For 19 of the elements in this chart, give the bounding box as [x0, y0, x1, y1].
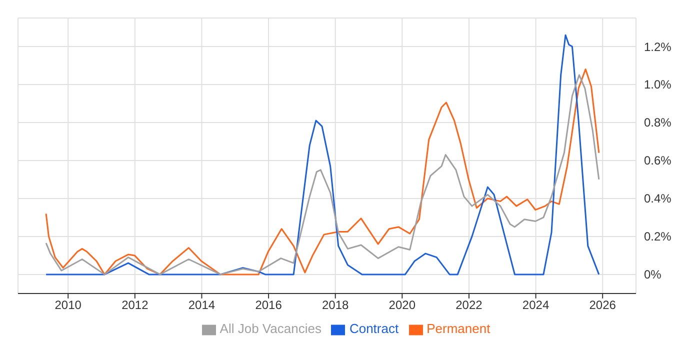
- x-tick-label: 2012: [122, 298, 149, 312]
- y-tick-label: 1.0%: [644, 78, 672, 92]
- legend-label: Contract: [349, 321, 399, 336]
- y-tick-label: 0.6%: [644, 154, 672, 168]
- y-tick-label: 0.8%: [644, 116, 672, 130]
- x-tick-label: 2026: [589, 298, 616, 312]
- y-tick-label: 0.4%: [644, 192, 672, 206]
- x-tick-label: 2016: [255, 298, 282, 312]
- y-tick-label: 1.2%: [644, 40, 672, 54]
- x-tick-label: 2020: [388, 298, 416, 312]
- legend-label: All Job Vacancies: [220, 321, 322, 336]
- x-tick-label: 2014: [188, 298, 216, 312]
- y-tick-label: 0.2%: [644, 230, 672, 244]
- x-tick-label: 2010: [54, 298, 82, 312]
- x-tick-label: 2022: [456, 298, 483, 312]
- legend-label: Permanent: [426, 321, 490, 336]
- x-tick-label: 2024: [522, 298, 550, 312]
- y-tick-label: 0%: [644, 268, 662, 282]
- x-tick-label: 2018: [322, 298, 350, 312]
